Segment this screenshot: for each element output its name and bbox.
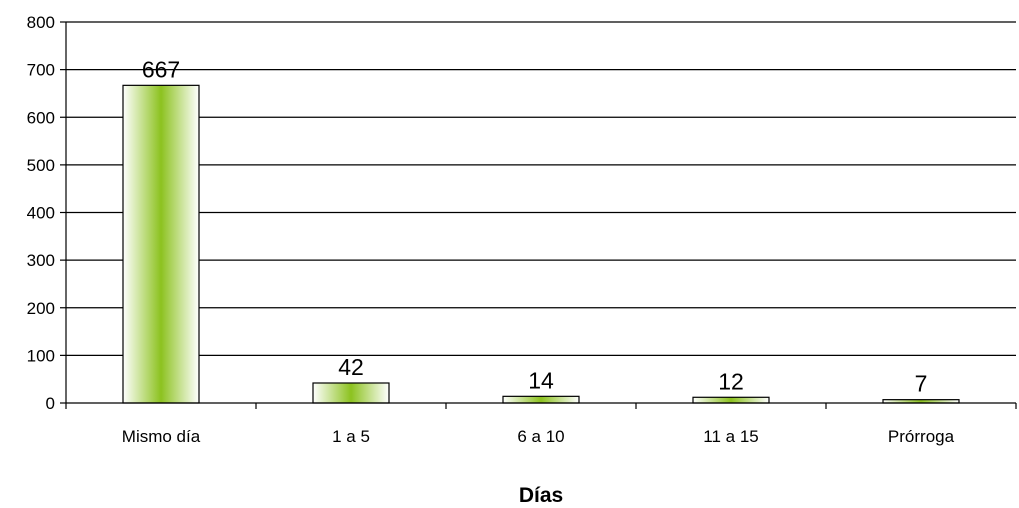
axes [60, 21, 1017, 409]
bar-value-label: 12 [718, 368, 744, 394]
y-tick-label: 300 [27, 251, 55, 270]
y-tick-label: 0 [46, 394, 55, 413]
bar-value-label: 7 [915, 371, 928, 397]
y-tick-label: 200 [27, 299, 55, 318]
x-category-label: Mismo día [122, 427, 201, 446]
y-tick-label: 100 [27, 346, 55, 365]
bar-value-label: 667 [142, 56, 180, 82]
bars [122, 84, 960, 404]
x-category-label: 11 a 15 [703, 427, 758, 446]
x-category-label: 6 a 10 [517, 427, 564, 446]
y-tick-label: 800 [27, 13, 55, 32]
x-axis-title: Días [519, 484, 563, 507]
x-category-label: Prórroga [888, 427, 955, 446]
y-tick-label: 600 [27, 108, 55, 127]
bar-value-label: 14 [528, 367, 554, 393]
y-tick-label: 400 [27, 204, 55, 223]
bar-value-label: 42 [338, 354, 364, 380]
y-tick-label: 700 [27, 61, 55, 80]
bar [122, 84, 200, 404]
bar [312, 382, 390, 404]
labels: 0 100 200 300 400 500 600 700 800 667 Mismo día 42 1… [27, 13, 955, 446]
bar [502, 395, 580, 404]
bar [692, 396, 770, 404]
x-category-label: 1 a 5 [332, 427, 370, 446]
gridlines [66, 21, 1016, 356]
y-tick-label: 500 [27, 156, 55, 175]
